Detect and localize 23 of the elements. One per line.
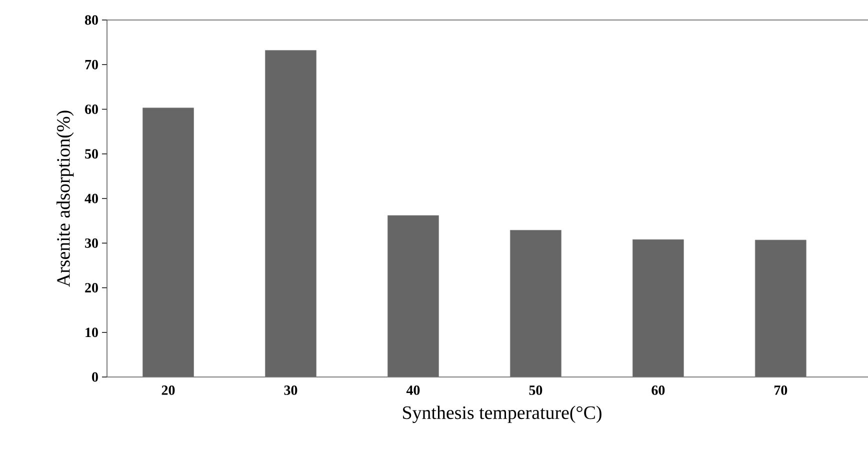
bar: [265, 50, 316, 377]
bar: [632, 239, 684, 377]
y-axis-title: Arsenite adsorption(%): [56, 110, 74, 287]
bar: [142, 108, 194, 377]
x-tick-label: 20: [162, 386, 175, 395]
x-tick-label: 30: [284, 386, 298, 395]
bar: [388, 215, 439, 377]
y-tick-label: 20: [85, 283, 98, 292]
y-tick-label: 0: [92, 372, 98, 382]
bar: [510, 230, 562, 377]
y-tick-label: 80: [85, 15, 98, 25]
x-axis-title: Synthesis temperature(°C): [403, 406, 602, 423]
x-tick-label: 50: [529, 386, 542, 395]
x-tick-label: 40: [406, 386, 420, 395]
y-tick-label: 70: [85, 60, 98, 70]
y-tick-label: 50: [85, 149, 98, 159]
bar: [754, 240, 806, 377]
y-tick-label: 30: [85, 238, 98, 248]
y-tick-label: 40: [84, 194, 98, 204]
x-tick-label: 70: [774, 386, 788, 395]
x-tick-label: 60: [652, 386, 665, 395]
y-tick-label: 10: [86, 328, 98, 338]
y-tick-label: 60: [85, 104, 98, 114]
